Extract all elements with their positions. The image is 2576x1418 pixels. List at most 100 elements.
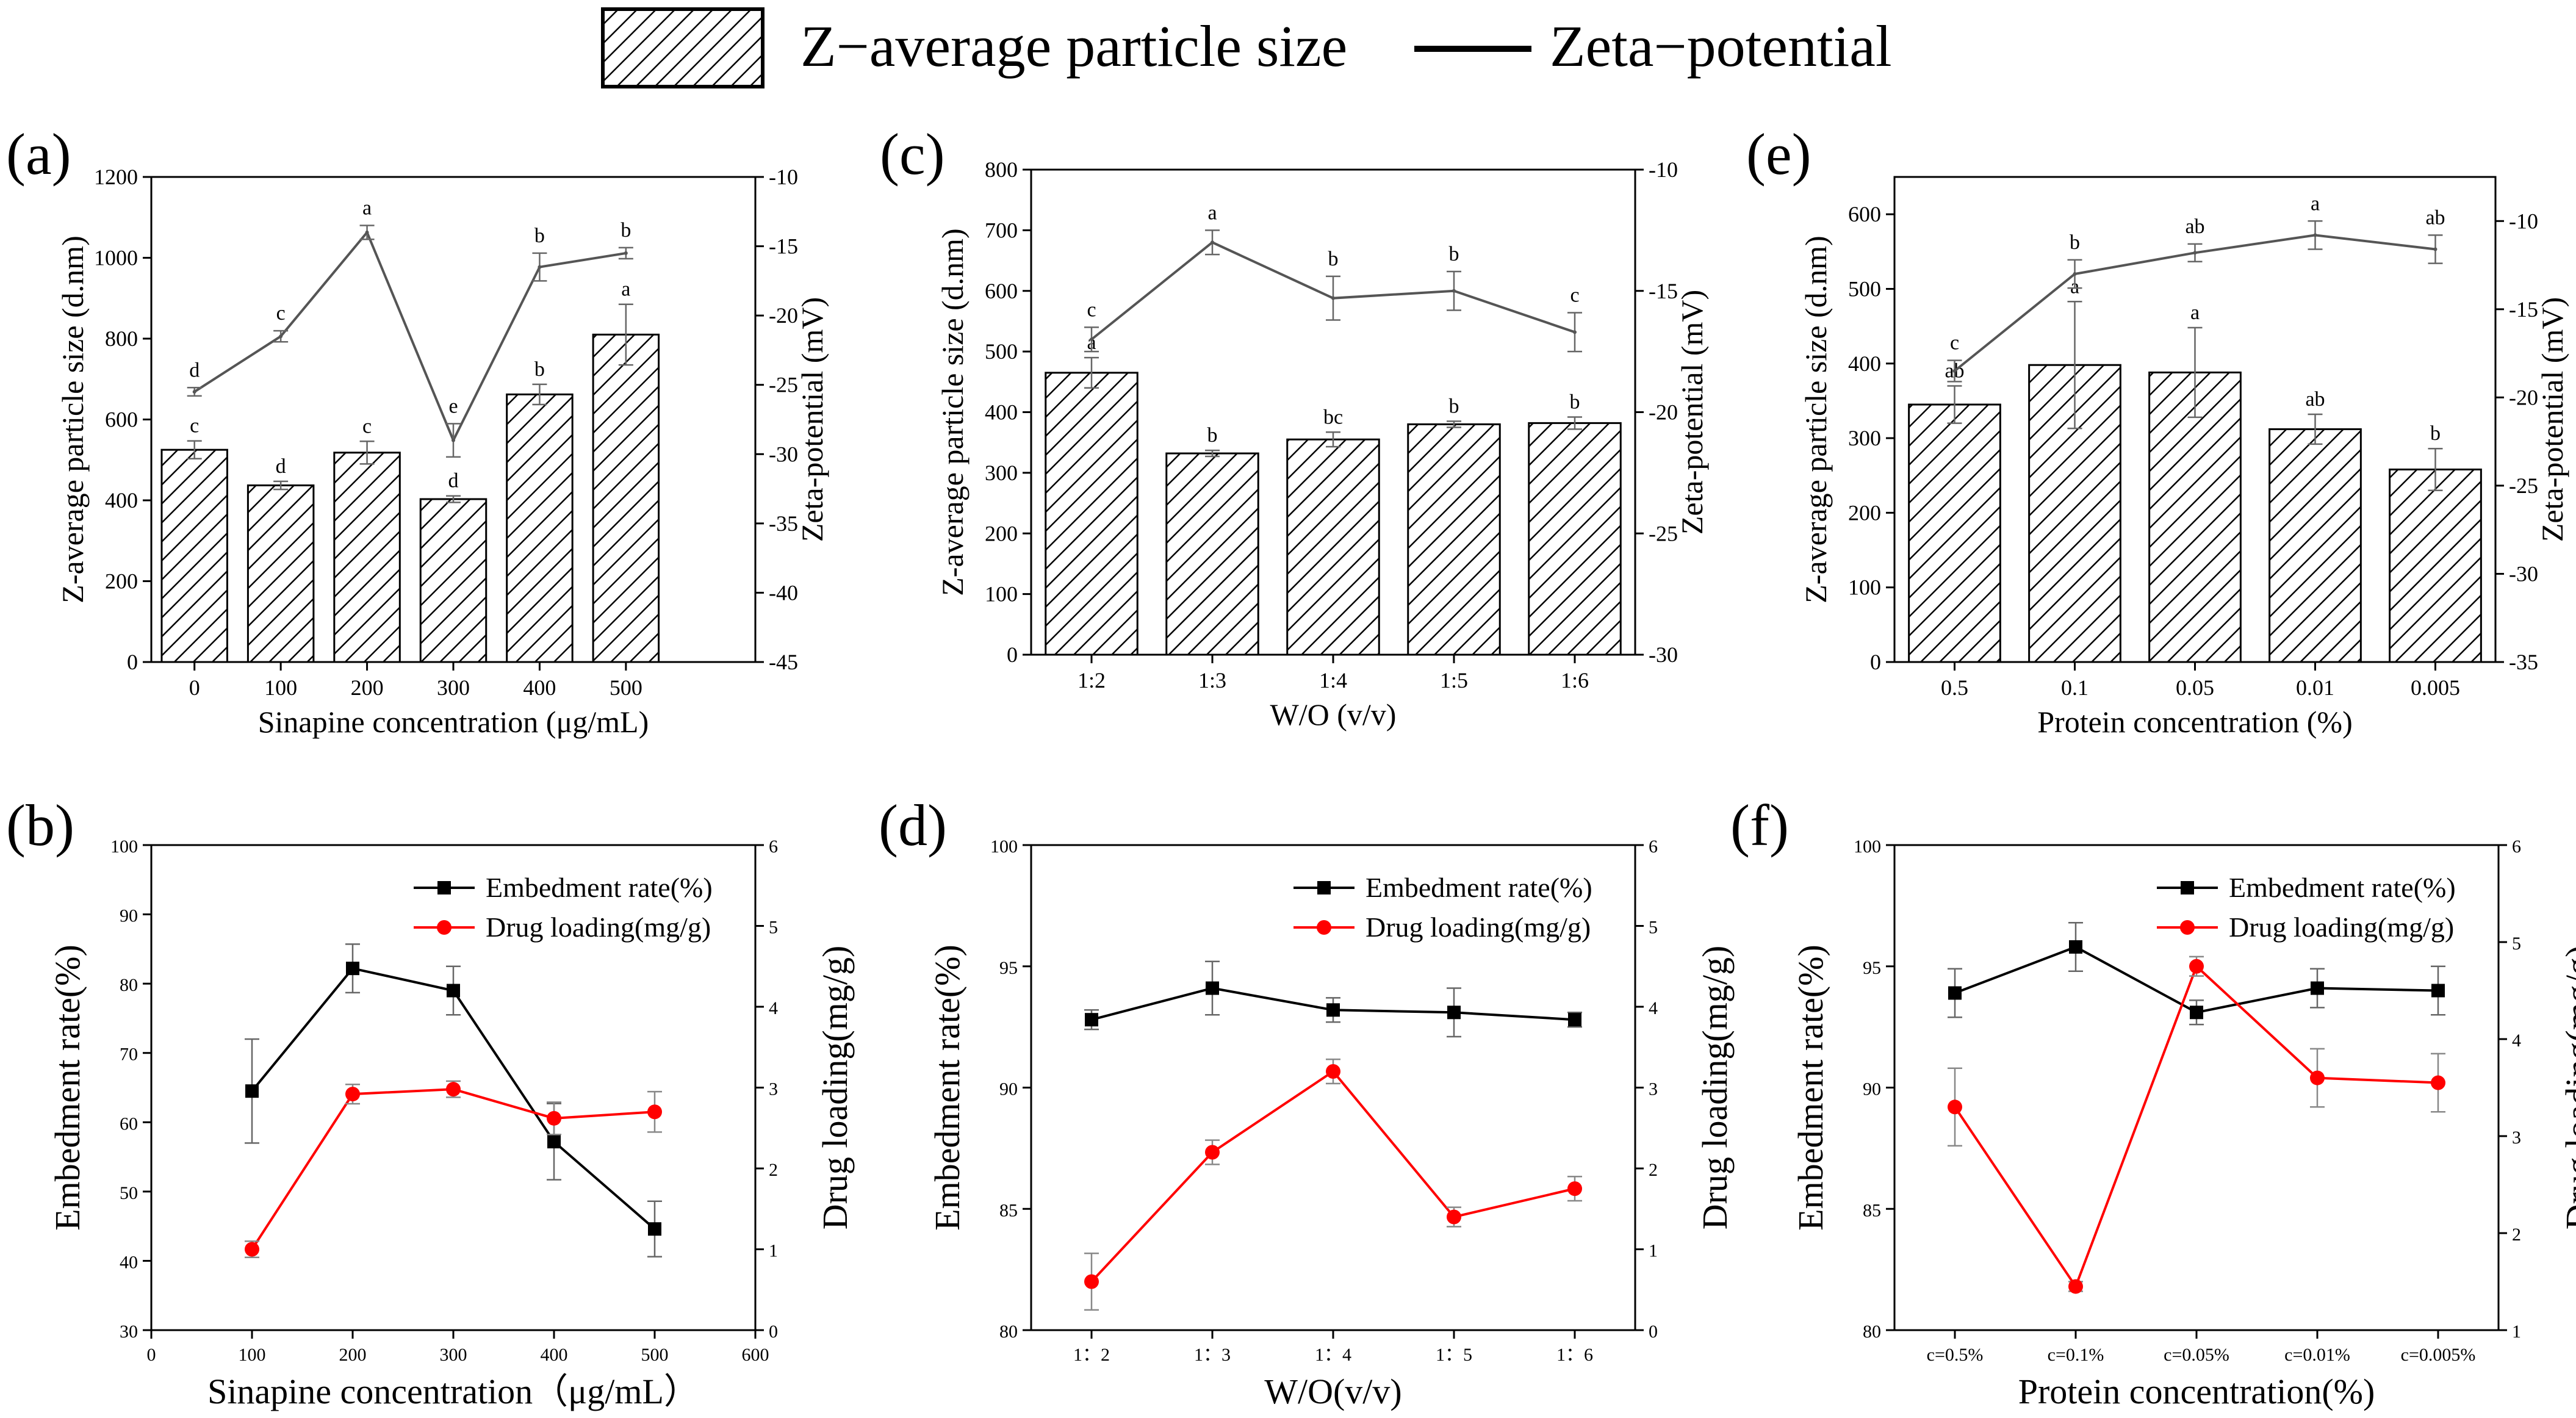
zeta-point — [452, 438, 455, 442]
x-tick-label: 1：3 — [1194, 1345, 1231, 1365]
legend-embed-marker — [1317, 881, 1331, 894]
y-tick-label: 200 — [985, 521, 1018, 545]
zeta-point — [1952, 369, 1957, 373]
x-tick-label: 0.01 — [2296, 675, 2334, 700]
y2-tick-label: 3 — [769, 1079, 778, 1099]
zeta-letter: a — [362, 197, 372, 220]
y2-tick-label: 0 — [1649, 1322, 1658, 1342]
x-tick-label: c=0.5% — [1927, 1345, 1984, 1365]
bar — [506, 393, 574, 663]
y2-tick-label: 0 — [769, 1322, 778, 1342]
y2-axis-label: Drug loading(mg/g) — [1695, 946, 1735, 1230]
y2-tick-label: 3 — [1649, 1079, 1658, 1099]
zeta-point — [192, 390, 196, 394]
y-tick-label: 1200 — [94, 165, 138, 189]
x-tick-label: 0.005 — [2411, 675, 2460, 700]
panel-a-chart: (a)020040060080010001200-45-40-35-30-25-… — [6, 121, 829, 739]
embed-point — [2311, 981, 2324, 995]
x-tick-label: 100 — [239, 1345, 266, 1365]
y-tick-label: 100 — [985, 582, 1018, 606]
zeta-letter: c — [1950, 332, 1959, 354]
x-axis-label: Sinapine concentration（μg/mL） — [207, 1372, 699, 1411]
y-tick-label: 85 — [1863, 1200, 1881, 1220]
bar — [1165, 452, 1259, 656]
y2-tick-label: -20 — [2509, 385, 2538, 409]
x-tick-label: c=0.005% — [2401, 1345, 2476, 1365]
panel-label: (f) — [1730, 793, 1789, 858]
y-tick-label: 500 — [1848, 276, 1881, 301]
x-tick-label: 300 — [440, 1345, 467, 1365]
legend-line-label: Zeta−potential — [1550, 13, 1892, 79]
y-tick-label: 500 — [985, 339, 1018, 364]
legend-drug-marker — [1317, 920, 1331, 935]
bar — [2148, 371, 2242, 663]
x-tick-label: 1：4 — [1315, 1345, 1351, 1365]
panel-d-chart: (d) 80 85 90 95 100 0 1 2 3 4 5 6 Embedment rate(%) Dr… — [879, 793, 1735, 1411]
y-tick-label: 100 — [990, 837, 1018, 857]
bar-letter: b — [1570, 390, 1580, 413]
x-tick-label: 500 — [610, 675, 642, 700]
zeta-letter: ab — [2425, 206, 2445, 229]
bar — [1908, 403, 2001, 663]
drug-point — [1447, 1209, 1461, 1225]
panel-label: (b) — [6, 793, 74, 858]
y-tick-label: 90 — [999, 1079, 1018, 1099]
zeta-letter: a — [2311, 192, 2320, 215]
y-tick-label: 95 — [1863, 958, 1881, 978]
y-tick-label: 700 — [985, 218, 1018, 242]
bar-letter: bc — [1323, 406, 1343, 428]
embed-point — [1447, 1006, 1461, 1020]
y2-tick-label: -10 — [2509, 209, 2538, 233]
x-tick-label: 0 — [147, 1345, 156, 1365]
zeta-letter: ab — [2185, 215, 2204, 238]
y2-tick-label: 5 — [769, 918, 778, 938]
panel-label: (c) — [880, 121, 945, 187]
y-tick-label: 600 — [985, 279, 1018, 303]
bar — [1286, 438, 1380, 656]
embed-point — [1568, 1013, 1581, 1027]
drug-point — [2189, 959, 2204, 974]
panel-e-chart: (e) 0 100 200 300 400 500 600 -35 -30 -25 -20 -15 -10… — [1746, 121, 2569, 739]
y-tick-label: 600 — [105, 408, 138, 432]
y-tick-label: 80 — [120, 975, 138, 995]
bar-letter: a — [621, 278, 630, 301]
y2-tick-label: 4 — [2512, 1031, 2521, 1051]
y-tick-label: 40 — [120, 1252, 138, 1272]
drug-point — [1326, 1064, 1340, 1079]
x-axis-label: W/O (v/v) — [1270, 697, 1397, 732]
y2-tick-label: -30 — [1649, 642, 1678, 667]
y2-tick-label: 4 — [769, 998, 778, 1018]
y2-tick-label: -30 — [2509, 561, 2538, 586]
zeta-letter: c — [1087, 298, 1096, 321]
drug-line — [251, 1088, 655, 1250]
legend-drug-label: Drug loading(mg/g) — [1365, 912, 1591, 943]
y-tick-label: 800 — [985, 157, 1018, 182]
y2-tick-label: -10 — [1649, 157, 1678, 182]
zeta-letter: a — [1207, 201, 1217, 224]
embed-point — [547, 1135, 561, 1149]
x-tick-label: 1:5 — [1440, 668, 1468, 693]
x-tick-label: 0.1 — [2061, 675, 2089, 700]
y-tick-label: 0 — [1870, 650, 1881, 674]
y2-tick-label: -20 — [769, 303, 798, 328]
y-tick-label: 400 — [985, 400, 1018, 425]
y-tick-label: 60 — [120, 1114, 138, 1134]
y2-tick-label: -25 — [1649, 521, 1678, 545]
y2-tick-label: -40 — [769, 580, 798, 605]
zeta-point — [538, 265, 542, 269]
zeta-letter: b — [2070, 231, 2080, 254]
x-tick-label: c=0.05% — [2164, 1345, 2229, 1365]
embed-point — [2069, 940, 2082, 954]
x-tick-label: 400 — [523, 675, 556, 700]
y-tick-label: 95 — [999, 958, 1018, 978]
panel-label: (a) — [6, 121, 71, 187]
y-tick-label: 70 — [120, 1045, 138, 1065]
embed-point — [2190, 1006, 2203, 1020]
zeta-point — [1452, 289, 1456, 293]
x-tick-label: 1:4 — [1319, 668, 1347, 693]
panel-f-chart: (f) 80 85 90 95 100 1 2 3 4 5 6 Embedment rate(%) Dru… — [1730, 793, 2576, 1411]
y2-tick-label: -25 — [769, 373, 798, 397]
y2-tick-label: -20 — [1649, 400, 1678, 425]
y-tick-label: 80 — [999, 1322, 1018, 1342]
